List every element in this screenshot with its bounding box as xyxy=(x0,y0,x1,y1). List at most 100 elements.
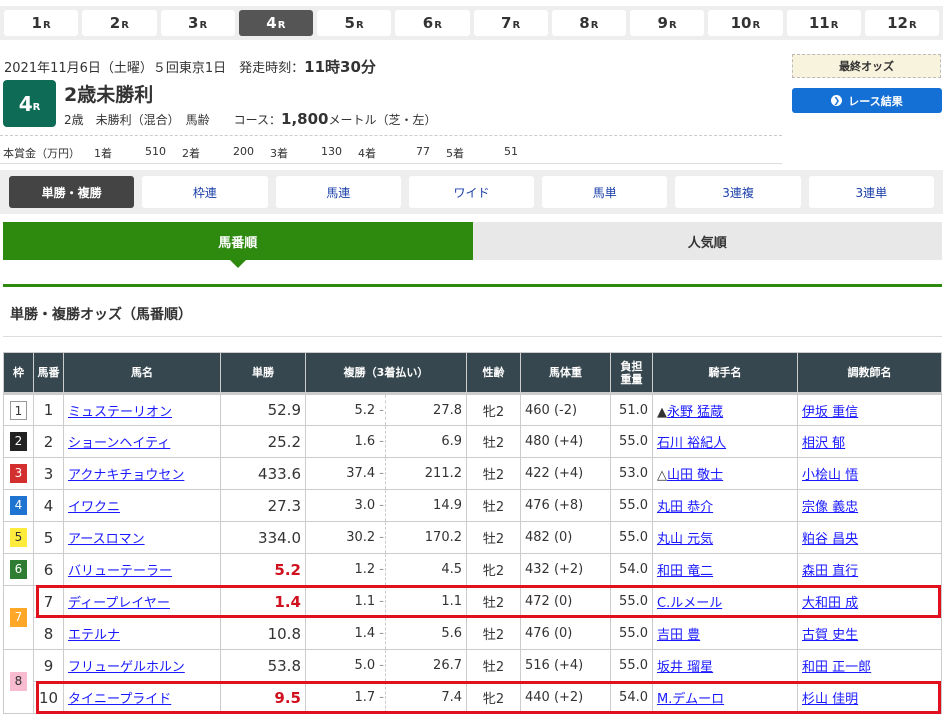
place-low-value: 1.6 xyxy=(354,434,376,449)
horse-number: 7 xyxy=(33,585,64,618)
carried-weight: 54.0 xyxy=(610,681,653,714)
trainer-link[interactable]: 大和田 成 xyxy=(802,596,859,611)
trainer-link[interactable]: 伊坂 重信 xyxy=(802,404,859,420)
column-header: 馬番 xyxy=(33,352,64,395)
horse-name-link[interactable]: フリューゲルホルン xyxy=(68,660,185,675)
win-odds-value: 52.9 xyxy=(267,401,301,419)
horse-name-link[interactable]: バリューテーラー xyxy=(68,564,173,579)
carried-weight: 55.0 xyxy=(610,649,653,682)
frame-number-badge: 5 xyxy=(10,528,27,547)
trainer-link[interactable]: 宗像 義忠 xyxy=(802,500,859,515)
horse-name-link[interactable]: アクナキチョウセン xyxy=(68,468,185,483)
horse-name-cell: アースロマン xyxy=(63,521,221,554)
place-odds-low: 5.0 - xyxy=(305,649,386,682)
horse-name-link[interactable]: ディープレイヤー xyxy=(68,596,170,611)
win-odds-value: 10.8 xyxy=(267,624,301,643)
race-number: 4 xyxy=(266,14,277,32)
trainer-link[interactable]: 和田 正一郎 xyxy=(802,660,872,675)
trainer-link[interactable]: 相沢 郁 xyxy=(802,436,846,451)
sex-age: 牡2 xyxy=(466,489,521,522)
jockey-mark: ▲ xyxy=(657,404,667,420)
prize-position: 2着 xyxy=(182,147,200,160)
divider xyxy=(3,336,942,337)
race-suffix: R xyxy=(121,19,129,31)
jockey-link[interactable]: 和田 竜二 xyxy=(657,564,714,579)
race-suffix: R xyxy=(277,19,286,31)
horse-name-link[interactable]: ミュステーリオン xyxy=(68,404,173,420)
table-row: 5 5 アースロマン 334.0 30.2 -170.2 牡2 482 (0) 55.0 丸山 … xyxy=(3,521,942,554)
horse-name-link[interactable]: ショーンヘイティ xyxy=(68,436,171,451)
table-row: 8 9 フリューゲルホルン 53.8 5.0 -26.7 牡2 516 (+4) 55.0 坂井… xyxy=(3,649,942,714)
race-10-button[interactable]: 10 R xyxy=(708,10,783,36)
race-11-button[interactable]: 11 R xyxy=(786,10,861,36)
trainer-cell: 小桧山 悟 xyxy=(797,457,942,490)
carried-weight: 51.0 xyxy=(610,393,653,426)
place-odds-low: 1.4 - xyxy=(305,617,386,650)
bet-tab-5[interactable]: 3連複 xyxy=(675,176,801,208)
tab-horse-number-order[interactable]: 馬番順 xyxy=(3,222,473,268)
table-row: 3 3 アクナキチョウセン 433.6 37.4 -211.2 牡2 422 (+4) 53.… xyxy=(3,457,942,490)
race-number: 4 xyxy=(18,91,33,116)
horse-number: 1 xyxy=(33,393,64,426)
race-result-button[interactable]: ❯ レース結果 xyxy=(792,88,942,113)
horse-number: 4 xyxy=(33,489,64,522)
sex-age: 牡2 xyxy=(466,425,521,458)
bet-tab-6[interactable]: 3連単 xyxy=(808,176,934,208)
trainer-link[interactable]: 古賀 史生 xyxy=(802,628,859,643)
jockey-link[interactable]: 丸田 恭介 xyxy=(657,500,714,515)
win-odds-value: 5.2 xyxy=(274,560,301,579)
distance-unit: メートル（芝・左） xyxy=(328,113,437,127)
place-odds-high: 26.7 xyxy=(385,649,467,682)
prize-value: 130 xyxy=(321,145,342,158)
trainer-link[interactable]: 杉山 佳明 xyxy=(802,692,859,707)
bet-tab-3[interactable]: ワイド xyxy=(408,176,535,208)
horse-name-link[interactable]: アースロマン xyxy=(68,532,145,547)
race-12-button[interactable]: 12 R xyxy=(864,10,939,36)
jockey-cell: 和田 竜二 xyxy=(652,553,798,586)
race-number: 6 xyxy=(422,14,434,32)
jockey-link[interactable]: 永野 猛蔵 xyxy=(667,404,724,420)
trainer-link[interactable]: 小桧山 悟 xyxy=(802,468,859,483)
jockey-link[interactable]: 坂井 瑠星 xyxy=(657,660,714,675)
jockey-link[interactable]: 丸山 元気 xyxy=(657,532,714,547)
place-odds-low: 30.2 - xyxy=(305,521,386,554)
tab-popularity-order[interactable]: 人気順 xyxy=(472,222,942,260)
horse-name-link[interactable]: エテルナ xyxy=(68,628,121,643)
jockey-link[interactable]: C.ルメール xyxy=(657,596,723,611)
jockey-link[interactable]: 吉田 豊 xyxy=(657,628,701,643)
jockey-cell: 坂井 瑠星 xyxy=(652,649,798,682)
sex-age: 牝2 xyxy=(466,553,521,586)
cond-text: 2歳 未勝利（混合） 馬齢 コース： xyxy=(64,113,282,127)
place-odds-high: 14.9 xyxy=(385,489,467,522)
horse-name-link[interactable]: イワクニ xyxy=(68,500,121,515)
bet-tab-1[interactable]: 枠連 xyxy=(142,176,268,208)
horse-name-cell: フリューゲルホルン xyxy=(63,649,221,682)
horse-number: 3 xyxy=(33,457,64,490)
table-row: 10 タイニープライド 9.5 1.7 -7.4 牝2 440 (+2) 54.0 M.デムー… xyxy=(4,681,942,714)
trainer-link[interactable]: 森田 直行 xyxy=(802,564,859,579)
race-suffix: R xyxy=(752,19,761,31)
jockey-link[interactable]: M.デムーロ xyxy=(657,692,725,707)
horse-name-link[interactable]: タイニープライド xyxy=(68,692,172,707)
jockey-link[interactable]: 山田 敬士 xyxy=(667,468,724,483)
table-row: 2 2 ショーンヘイティ 25.2 1.6 -6.9 牡2 480 (+4) 55.0 石川 裕… xyxy=(3,425,942,458)
horse-number: 5 xyxy=(33,521,64,554)
trainer-cell: 大和田 成 xyxy=(797,585,942,618)
trainer-link[interactable]: 粕谷 昌央 xyxy=(802,532,859,547)
jockey-link[interactable]: 石川 裕紀人 xyxy=(657,436,727,451)
bet-tab-2[interactable]: 馬連 xyxy=(275,176,401,208)
bet-tab-0[interactable]: 単勝・複勝 xyxy=(9,176,135,208)
bet-tab-4[interactable]: 馬単 xyxy=(542,176,668,208)
sex-age: 牝2 xyxy=(466,393,521,426)
race-conditions: 2歳 未勝利（混合） 馬齢 コース：1,800メートル（芝・左） xyxy=(64,110,437,128)
race-number: 8 xyxy=(579,14,590,32)
